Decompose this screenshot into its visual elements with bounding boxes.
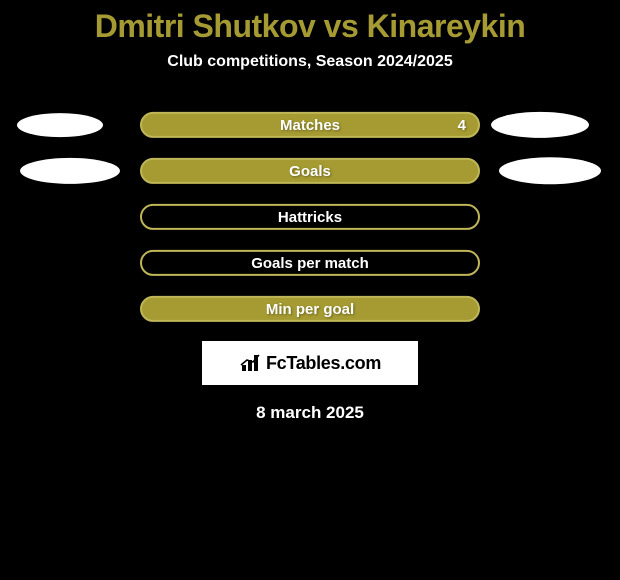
stat-row: Min per goal bbox=[0, 289, 620, 335]
left-ellipse bbox=[17, 113, 103, 137]
stat-label: Hattricks bbox=[278, 208, 342, 225]
stat-label: Min per goal bbox=[266, 300, 354, 317]
right-ellipse bbox=[499, 157, 601, 184]
stat-rows: Matches 4 Goals Hattricks Goals per match Min… bbox=[0, 105, 620, 335]
logo-text: FcTables.com bbox=[266, 353, 381, 374]
stat-label: Goals bbox=[289, 162, 331, 179]
stat-bar: Hattricks bbox=[140, 204, 480, 230]
stat-bar: Matches 4 bbox=[140, 112, 480, 138]
right-ellipse bbox=[491, 112, 589, 138]
stat-value: 4 bbox=[458, 116, 466, 133]
comparison-title: Dmitri Shutkov vs Kinareykin bbox=[0, 0, 620, 45]
stat-row: Hattricks bbox=[0, 197, 620, 243]
stat-label: Goals per match bbox=[251, 254, 369, 271]
left-ellipse bbox=[20, 158, 120, 184]
stat-label: Matches bbox=[280, 116, 340, 133]
stat-row: Matches 4 bbox=[0, 105, 620, 151]
snapshot-date: 8 march 2025 bbox=[0, 403, 620, 423]
comparison-subtitle: Club competitions, Season 2024/2025 bbox=[0, 53, 620, 71]
stat-bar: Goals per match bbox=[140, 250, 480, 276]
stat-bar: Min per goal bbox=[140, 296, 480, 322]
stat-row: Goals bbox=[0, 151, 620, 197]
bar-chart-icon bbox=[239, 353, 263, 373]
stat-bar: Goals bbox=[140, 158, 480, 184]
stat-row: Goals per match bbox=[0, 243, 620, 289]
fctables-logo: FcTables.com bbox=[202, 341, 418, 385]
